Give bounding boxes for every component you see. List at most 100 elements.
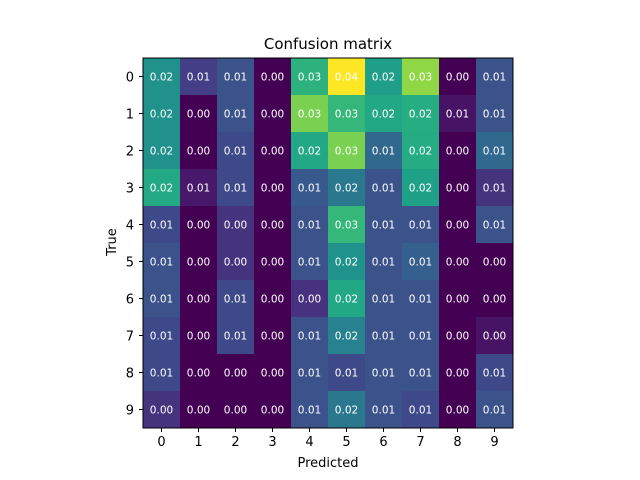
cell-label-0-5: 0.04 [335,72,359,84]
heatmap-cell-0-1 [180,58,218,96]
cell-label-3-8: 0.00 [446,183,469,195]
heatmap-cell-2-4 [291,132,329,170]
heatmap-cell-1-9 [476,95,514,133]
cell-label-8-6: 0.01 [372,368,395,380]
heatmap-cell-1-7 [402,95,440,133]
heatmap-cell-9-9 [476,391,514,429]
heatmap-cell-4-8 [439,206,477,244]
heatmap-cell-4-2 [217,206,255,244]
cell-label-4-7: 0.01 [409,220,432,232]
x-tick-label-0: 0 [157,435,165,450]
heatmap-cell-6-2 [217,280,255,318]
y-tick-label-9: 9 [126,404,134,419]
heatmap-cell-5-6 [365,243,403,281]
cell-label-4-8: 0.00 [446,220,469,232]
heatmap-cell-1-5 [328,95,366,133]
heatmap-cell-6-8 [439,280,477,318]
heatmap-cell-7-1 [180,317,218,355]
cell-label-5-3: 0.00 [261,257,284,269]
cell-label-8-3: 0.00 [261,368,284,380]
heatmap-cell-9-7 [402,391,440,429]
cell-label-8-4: 0.01 [298,368,321,380]
heatmap-cell-9-1 [180,391,218,429]
heatmap-cell-5-3 [254,243,292,281]
cell-label-2-2: 0.01 [224,146,247,158]
cell-label-9-3: 0.00 [261,405,284,417]
cell-label-7-0: 0.01 [150,331,173,343]
heatmap-cell-1-8 [439,95,477,133]
heatmap-cell-7-9 [476,317,514,355]
heatmap-cell-2-3 [254,132,292,170]
heatmap-cell-7-5 [328,317,366,355]
cell-label-5-5: 0.02 [335,257,358,269]
heatmap-cell-3-6 [365,169,403,207]
heatmap-cell-6-7 [402,280,440,318]
heatmap-cell-4-6 [365,206,403,244]
heatmap-cell-1-6 [365,95,403,133]
heatmap-cell-9-4 [291,391,329,429]
cell-label-7-6: 0.01 [372,331,395,343]
cell-label-3-7: 0.02 [409,183,432,195]
heatmap-cell-0-8 [439,58,477,96]
cell-label-3-2: 0.01 [224,183,247,195]
cell-label-2-3: 0.00 [261,146,284,158]
heatmap-cell-0-5 [328,58,366,96]
heatmap-cell-9-0 [143,391,181,429]
cell-label-9-9: 0.01 [483,405,506,417]
heatmap-cell-3-0 [143,169,181,207]
cell-label-5-0: 0.01 [150,257,173,269]
heatmap-cell-1-0 [143,95,181,133]
cell-label-8-2: 0.00 [224,368,247,380]
cell-label-6-3: 0.00 [261,294,284,306]
heatmap-cell-5-7 [402,243,440,281]
heatmap-cell-5-1 [180,243,218,281]
heatmap-cell-3-7 [402,169,440,207]
cell-label-0-0: 0.02 [150,72,173,84]
cell-label-9-8: 0.00 [446,405,469,417]
cell-label-5-1: 0.00 [187,257,210,269]
heatmap-cell-6-9 [476,280,514,318]
heatmap-cell-4-4 [291,206,329,244]
cell-label-5-2: 0.00 [224,257,247,269]
heatmap-cell-6-0 [143,280,181,318]
heatmap-cell-3-5 [328,169,366,207]
heatmap-cell-9-3 [254,391,292,429]
heatmap-cell-5-8 [439,243,477,281]
heatmap-cell-6-4 [291,280,329,318]
heatmap-cell-2-1 [180,132,218,170]
heatmap-cell-6-5 [328,280,366,318]
y-axis-label: True [105,228,120,257]
cell-label-5-9: 0.00 [483,257,506,269]
cell-label-6-0: 0.01 [150,294,173,306]
heatmap-cell-6-1 [180,280,218,318]
cell-label-1-2: 0.01 [224,109,247,121]
heatmap-cell-5-5 [328,243,366,281]
cell-label-4-4: 0.01 [298,220,321,232]
heatmap-cell-1-4 [291,95,329,133]
y-tick-label-7: 7 [126,330,134,345]
heatmap-cell-8-0 [143,354,181,392]
x-tick-label-7: 7 [416,435,424,450]
cell-label-1-3: 0.00 [261,109,284,121]
cell-label-9-0: 0.00 [150,405,173,417]
cell-label-7-1: 0.00 [187,331,210,343]
heatmap-cell-6-6 [365,280,403,318]
heatmap-cell-4-1 [180,206,218,244]
cell-label-1-5: 0.03 [335,109,358,121]
heatmap-cell-9-8 [439,391,477,429]
heatmap-cell-0-3 [254,58,292,96]
cell-label-2-1: 0.00 [187,146,210,158]
heatmap-cell-8-3 [254,354,292,392]
heatmap-cell-2-6 [365,132,403,170]
heatmap-cell-8-6 [365,354,403,392]
cell-label-9-2: 0.00 [224,405,247,417]
cell-label-7-2: 0.01 [224,331,247,343]
cell-label-7-8: 0.00 [446,331,469,343]
heatmap-cell-9-5 [328,391,366,429]
heatmap-cell-5-2 [217,243,255,281]
y-tick-label-2: 2 [126,145,134,160]
y-tick-label-8: 8 [126,367,134,382]
x-tick-label-4: 4 [305,435,313,450]
heatmap-cell-0-4 [291,58,329,96]
